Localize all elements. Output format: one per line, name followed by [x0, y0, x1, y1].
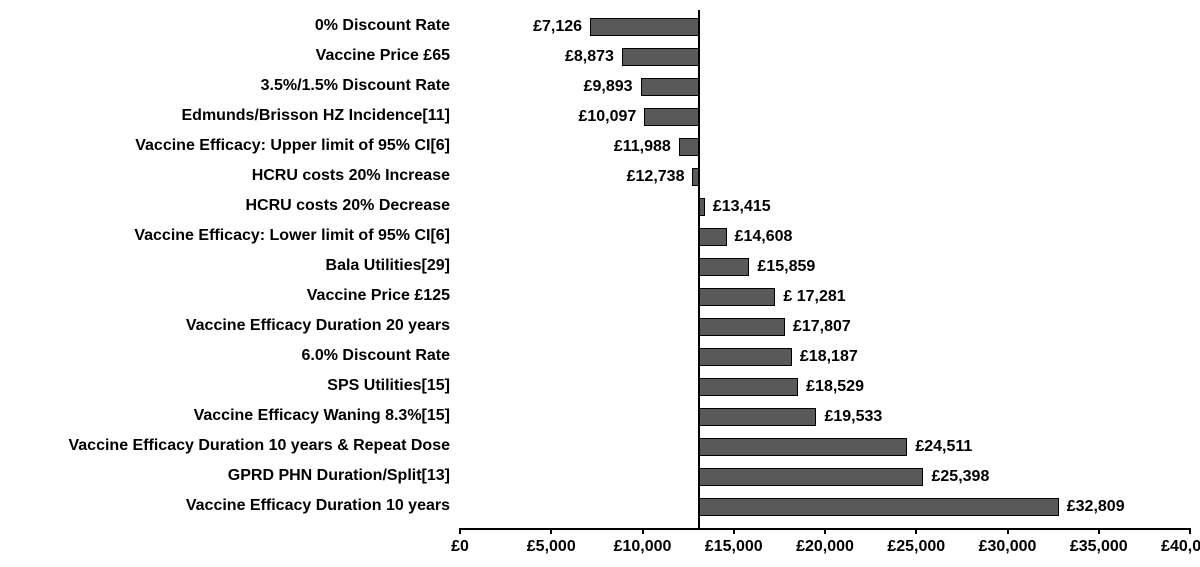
value-label: £24,511: [915, 438, 972, 456]
bar: [641, 78, 699, 96]
category-label: GPRD PHN Duration/Split[13]: [228, 467, 450, 485]
category-label: Vaccine Price £125: [307, 287, 450, 305]
x-tick-label: £25,000: [887, 538, 945, 556]
x-tick-label: £35,000: [1070, 538, 1128, 556]
category-label: 6.0% Discount Rate: [302, 347, 450, 365]
category-label: Edmunds/Brisson HZ Incidence[11]: [182, 107, 451, 125]
bar: [590, 18, 699, 36]
category-label: Bala Utilities[29]: [326, 257, 450, 275]
x-tick: [733, 528, 735, 534]
bar: [699, 438, 908, 456]
category-label: HCRU costs 20% Decrease: [245, 197, 450, 215]
category-label: 0% Discount Rate: [315, 17, 450, 35]
bar: [699, 258, 750, 276]
bar: [699, 318, 785, 336]
value-label: £9,893: [584, 78, 633, 96]
tornado-chart: £0 £5,000 £10,000 £15,000 £20,000 £25,000 £30,…: [0, 0, 1200, 567]
value-label: £25,398: [932, 468, 990, 486]
x-tick: [915, 528, 917, 534]
bar: [679, 138, 699, 156]
value-label: £8,873: [565, 48, 614, 66]
x-tick-label: £40,000: [1161, 538, 1200, 556]
x-tick: [1098, 528, 1100, 534]
category-label: Vaccine Efficacy Waning 8.3%[15]: [194, 407, 450, 425]
category-label: Vaccine Efficacy Duration 10 years: [186, 497, 450, 515]
x-tick-label: £5,000: [527, 538, 576, 556]
bar: [699, 378, 798, 396]
category-label: SPS Utilities[15]: [327, 377, 450, 395]
value-label: £32,809: [1067, 498, 1125, 516]
bar: [692, 168, 698, 186]
x-tick: [1189, 528, 1191, 534]
value-label: £11,988: [614, 138, 671, 156]
x-tick-label: £20,000: [796, 538, 854, 556]
bar: [644, 108, 698, 126]
category-label: Vaccine Efficacy Duration 20 years: [186, 317, 450, 335]
value-label: £ 17,281: [783, 288, 845, 306]
value-label: £17,807: [793, 318, 851, 336]
bar: [699, 468, 924, 486]
category-label: Vaccine Efficacy: Upper limit of 95% CI[…: [135, 137, 450, 155]
x-tick-label: £10,000: [614, 538, 672, 556]
bar: [699, 348, 792, 366]
value-label: £15,859: [757, 258, 815, 276]
category-label: Vaccine Efficacy: Lower limit of 95% CI[…: [134, 227, 450, 245]
bar: [699, 498, 1059, 516]
category-label: 3.5%/1.5% Discount Rate: [261, 77, 450, 95]
bar: [699, 288, 776, 306]
value-label: £19,533: [824, 408, 882, 426]
x-tick-label: £15,000: [705, 538, 763, 556]
bar: [622, 48, 699, 66]
plot-area: £0£5,000£10,000£15,000£20,000£25,000£30,…: [460, 10, 1190, 528]
value-label: £12,738: [627, 168, 685, 186]
category-label: HCRU costs 20% Increase: [252, 167, 450, 185]
bar: [699, 228, 727, 246]
value-label: £13,415: [713, 198, 771, 216]
x-tick: [642, 528, 644, 534]
category-label: Vaccine Efficacy Duration 10 years & Rep…: [68, 437, 450, 455]
value-label: £18,187: [800, 348, 858, 366]
value-label: £14,608: [735, 228, 793, 246]
x-tick-label: £0: [451, 538, 469, 556]
value-label: £7,126: [533, 18, 582, 36]
value-label: £18,529: [806, 378, 864, 396]
x-tick: [1007, 528, 1009, 534]
x-tick: [459, 528, 461, 534]
x-tick-label: £30,000: [979, 538, 1037, 556]
x-tick: [550, 528, 552, 534]
bar: [699, 198, 705, 216]
x-tick: [824, 528, 826, 534]
category-label: Vaccine Price £65: [316, 47, 450, 65]
bar: [699, 408, 817, 426]
value-label: £10,097: [578, 108, 636, 126]
